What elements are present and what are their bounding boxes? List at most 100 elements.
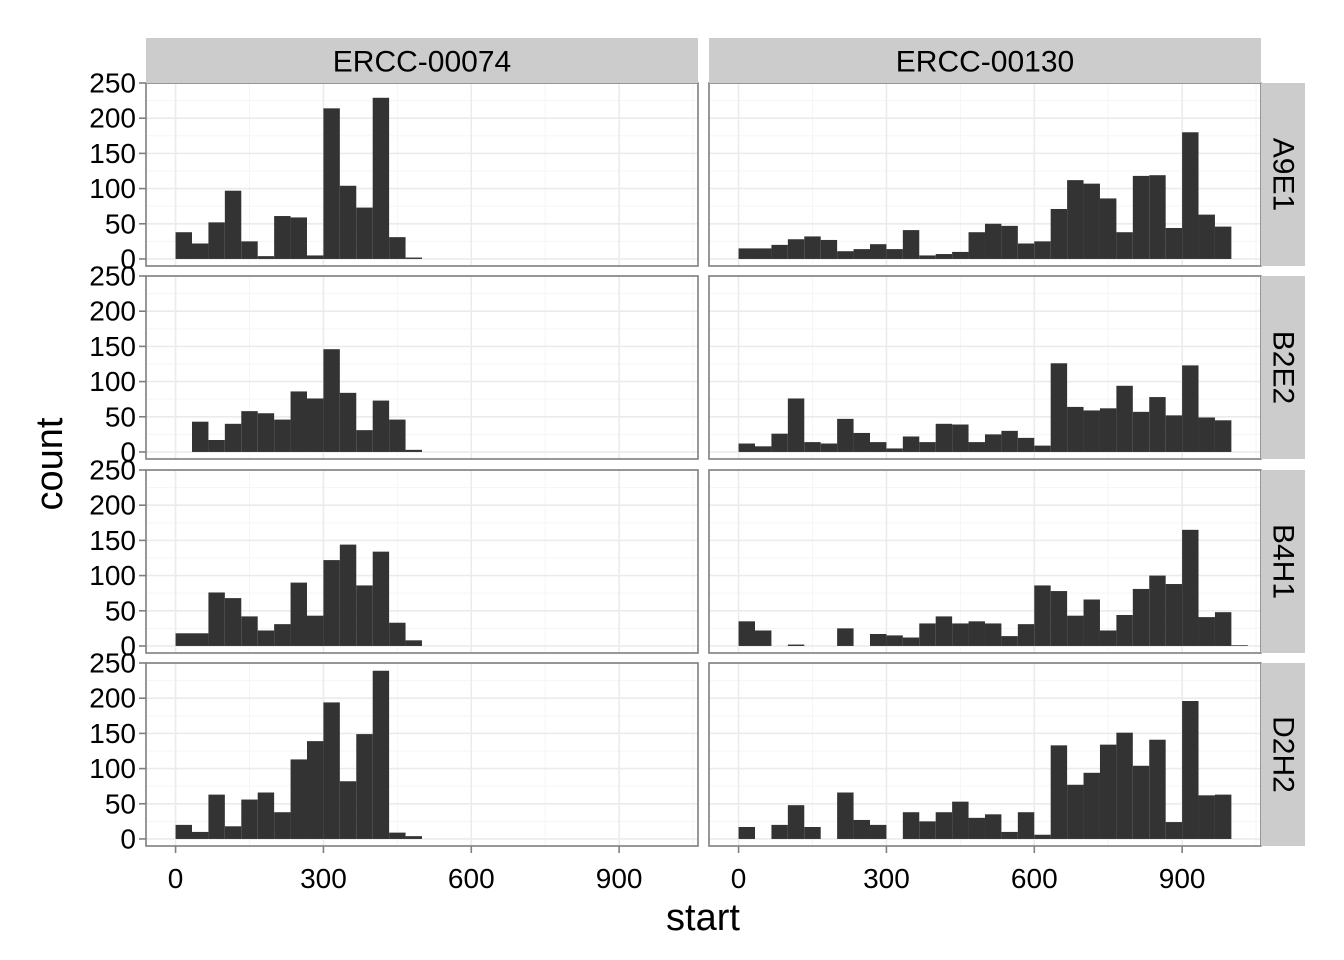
panel-border <box>145 275 699 460</box>
histogram-bar <box>1132 765 1150 839</box>
histogram-bar <box>1165 227 1183 259</box>
strip-label-row-b2e2: B2E2 <box>1267 331 1300 404</box>
histogram-bar <box>935 423 953 452</box>
histogram-bar <box>1067 180 1084 259</box>
y-tick-label: 200 <box>89 490 136 521</box>
histogram-bar <box>323 702 340 839</box>
histogram-bar <box>787 398 805 452</box>
strip-label-row-a9e1: A9E1 <box>1267 138 1300 211</box>
histogram-bar <box>754 630 772 646</box>
y-tick-label: 0 <box>120 243 136 274</box>
histogram-bar <box>290 582 307 646</box>
histogram-bar <box>1001 225 1018 259</box>
histogram-bar <box>290 217 307 259</box>
histogram-bar <box>837 628 854 646</box>
histogram-bar <box>224 423 242 452</box>
x-tick-label: 300 <box>300 863 347 894</box>
histogram-bar <box>1116 732 1133 839</box>
histogram-bar <box>1083 599 1100 646</box>
histogram-bar <box>241 799 258 839</box>
x-tick-label: 0 <box>168 863 184 894</box>
histogram-bar <box>1067 406 1084 452</box>
histogram-bar <box>787 644 805 646</box>
y-tick-label: 200 <box>89 683 136 714</box>
y-tick-label: 250 <box>89 68 136 99</box>
histogram-bar <box>175 633 192 646</box>
histogram-bar <box>1083 410 1100 452</box>
histogram-bar <box>1182 701 1199 839</box>
histogram-bar <box>787 239 805 259</box>
histogram-bar <box>771 244 788 259</box>
histogram-bar <box>241 241 258 259</box>
histogram-bar <box>984 434 1002 452</box>
strips-layer: ERCC-00074 ERCC-00130 A9E1 B2E2 B4H1 D2H2 <box>146 38 1305 846</box>
histogram-bar <box>1182 365 1199 452</box>
x-tick-label: 900 <box>1159 863 1206 894</box>
histogram-bar <box>869 442 887 452</box>
histogram-bar <box>191 243 209 259</box>
y-axis-title: count <box>29 417 71 510</box>
histogram-bar <box>1182 529 1199 646</box>
axes-layer: 0501001502002500501001502002500501001502… <box>89 68 1205 895</box>
histogram-bar <box>1017 624 1035 646</box>
y-tick-label: 150 <box>89 718 136 749</box>
histogram-bar <box>356 734 373 839</box>
histogram-bar <box>306 741 324 839</box>
histogram-bar <box>372 97 390 259</box>
x-tick-label: 0 <box>731 863 747 894</box>
histogram-bar <box>952 424 969 452</box>
panel-border <box>145 469 699 654</box>
histogram-bar <box>389 622 406 646</box>
histogram-bar <box>1099 744 1117 839</box>
histogram-bar <box>1034 445 1051 452</box>
histogram-bar <box>241 616 258 646</box>
histogram-bar <box>1165 822 1183 839</box>
histogram-bar <box>1116 614 1133 646</box>
panel-a9e1-ercc-00074 <box>145 82 699 267</box>
histogram-bar <box>1198 795 1215 839</box>
histogram-bar <box>208 794 225 839</box>
histogram-bar <box>1214 420 1232 452</box>
histogram-bar <box>902 637 920 646</box>
histogram-bar <box>919 623 936 646</box>
histogram-bar <box>339 392 357 452</box>
histogram-bar <box>389 237 406 259</box>
histogram-bar <box>1067 615 1084 646</box>
histogram-bar <box>1017 243 1035 259</box>
histogram-bar <box>1083 772 1100 839</box>
histogram-bar <box>1034 585 1051 646</box>
histogram-bar <box>356 430 373 452</box>
histogram-bar <box>968 232 985 259</box>
histogram-bar <box>306 615 324 646</box>
histogram-bar <box>1099 630 1117 646</box>
strip-label-col-ercc-00074: ERCC-00074 <box>333 46 511 79</box>
histogram-bar <box>290 391 307 452</box>
histogram-bar <box>968 442 985 452</box>
y-tick-label: 0 <box>120 630 136 661</box>
panel-b4h1-ercc-00074 <box>145 469 699 654</box>
y-tick-label: 200 <box>89 296 136 327</box>
y-tick-label: 250 <box>89 261 136 292</box>
strip-label-row-b4h1: B4H1 <box>1267 524 1300 599</box>
y-tick-label: 100 <box>89 560 136 591</box>
histogram-bar <box>771 824 788 839</box>
histogram-bar <box>372 400 390 452</box>
y-tick-label: 50 <box>105 401 136 432</box>
histogram-bar <box>804 442 821 452</box>
histogram-bar <box>1050 363 1068 452</box>
panels-layer <box>145 82 1262 847</box>
histogram-bar <box>837 792 854 839</box>
histogram-bar <box>405 640 422 646</box>
histogram-bar <box>738 621 755 646</box>
histogram-bar <box>1116 232 1133 259</box>
histogram-bar <box>853 432 870 452</box>
histogram-bar <box>1132 175 1150 259</box>
histogram-bar <box>919 821 936 839</box>
histogram-bar <box>274 812 291 839</box>
y-tick-label: 200 <box>89 103 136 134</box>
x-axis-title: start <box>666 897 740 939</box>
histogram-bar <box>356 585 373 646</box>
panel-a9e1-ercc-00130 <box>708 82 1262 267</box>
strip-col-ercc-00074 <box>146 38 698 83</box>
